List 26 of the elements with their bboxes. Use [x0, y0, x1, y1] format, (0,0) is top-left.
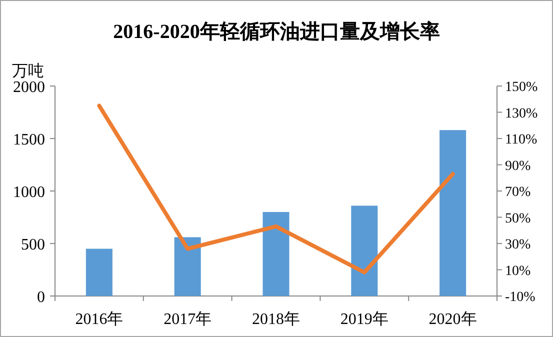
- chart-title: 2016-2020年轻循环油进口量及增长率: [113, 20, 440, 43]
- y-tick-label: 1500: [13, 132, 45, 148]
- y2-tick-label: 90%: [505, 158, 531, 174]
- y2-tick-label: 30%: [505, 238, 531, 252]
- bar: [351, 206, 378, 296]
- y2-tick-label: 130%: [505, 106, 538, 122]
- x-tick-label: 2020年: [428, 311, 477, 328]
- bar: [86, 248, 112, 296]
- y2-tick-label: -10%: [505, 290, 536, 305]
- x-tick-label: 2018年: [252, 311, 300, 328]
- y-tick-label: 1000: [13, 184, 45, 201]
- bar: [174, 237, 201, 296]
- x-tick-label: 2017年: [164, 311, 212, 328]
- y-axis-title: 万吨: [12, 62, 44, 80]
- y-tick-label: 2000: [13, 79, 45, 96]
- y-tick-label: 500: [21, 236, 45, 254]
- y2-tick-label: 110%: [505, 132, 538, 148]
- y2-tick-label: 50%: [505, 211, 531, 226]
- y2-tick-label: 70%: [505, 185, 531, 200]
- x-tick-label: 2019年: [340, 311, 388, 328]
- x-tick-label: 2016年: [75, 311, 124, 328]
- y-tick-label: 0: [37, 289, 45, 306]
- y2-tick-label: 150%: [505, 80, 538, 95]
- bar: [262, 212, 290, 296]
- bar: [440, 130, 466, 296]
- y2-tick-label: 10%: [505, 264, 531, 279]
